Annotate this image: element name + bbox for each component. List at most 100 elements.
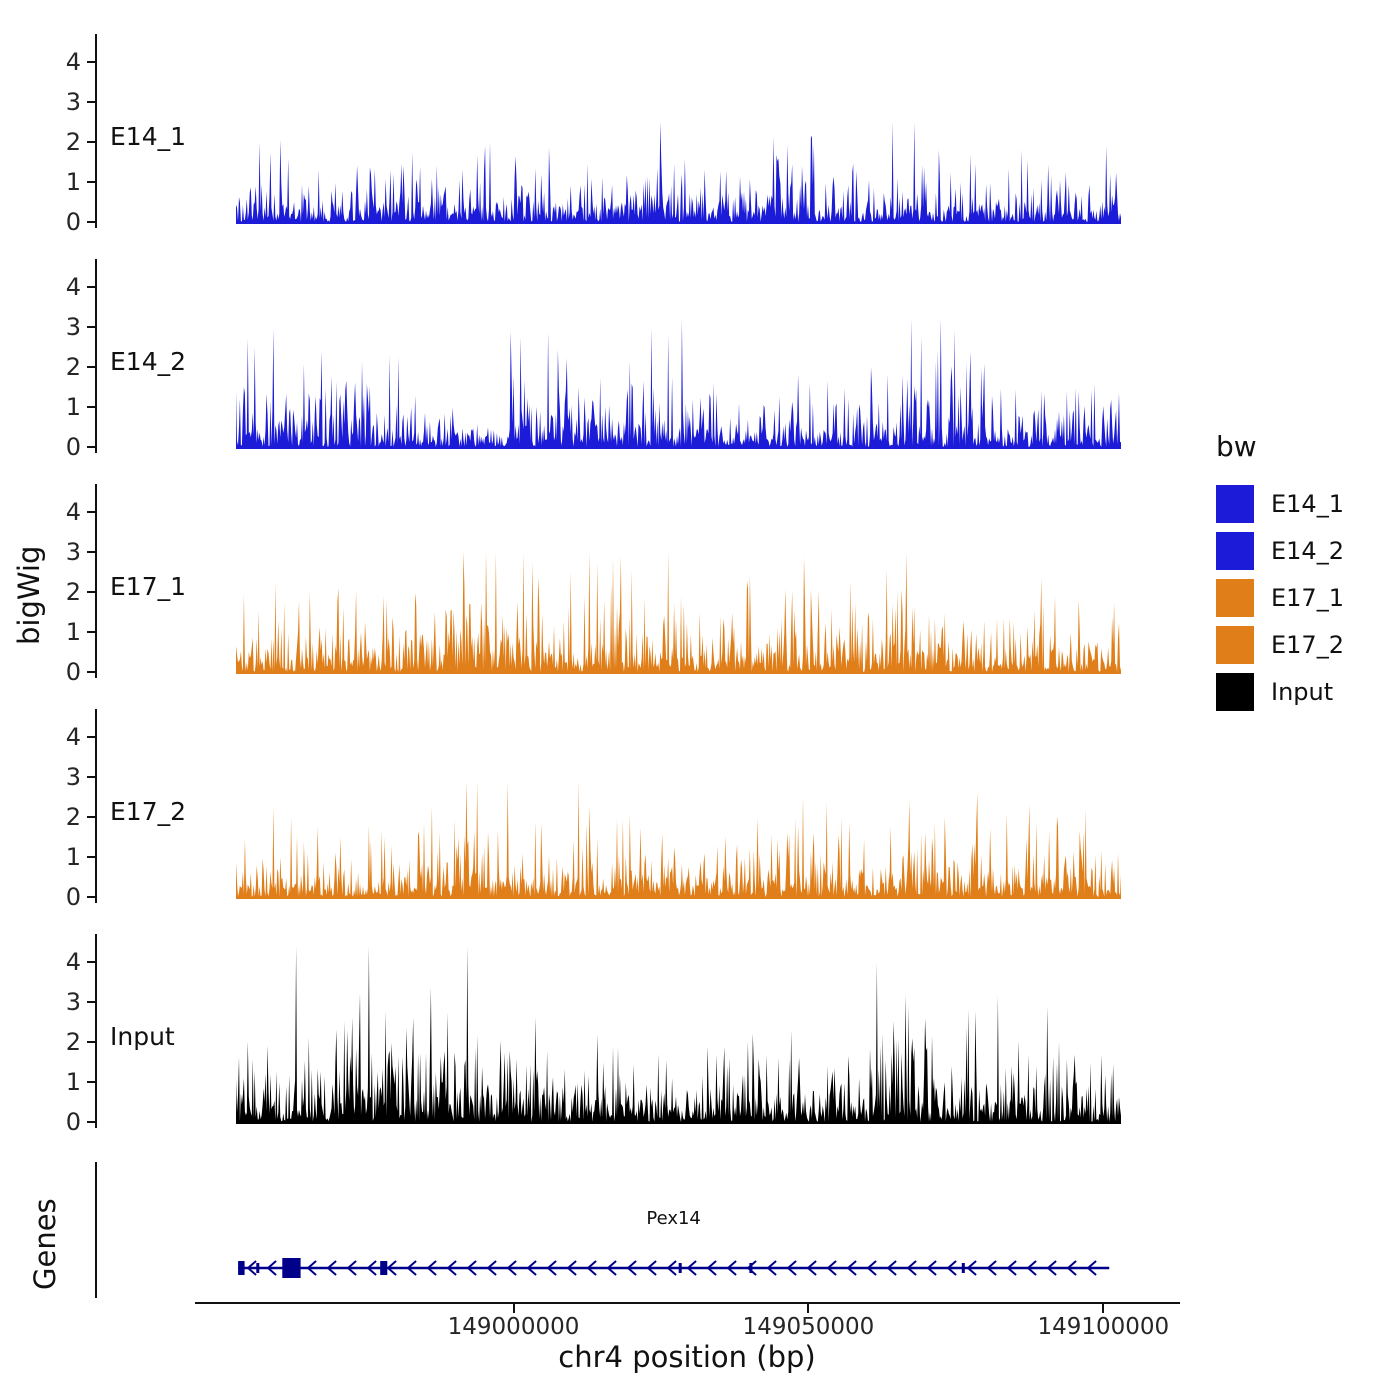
x-tick-label: 149050000 [742, 1314, 875, 1340]
exon-box [380, 1261, 388, 1275]
y-tick-mark [87, 61, 95, 63]
y-axis-line [95, 709, 97, 903]
y-tick-label: 2 [65, 578, 81, 606]
legend-label: E14_2 [1271, 537, 1344, 565]
exon-box [238, 1261, 245, 1275]
strand-arrow-icon [386, 1260, 397, 1276]
strand-arrow-icon [1026, 1260, 1037, 1276]
y-tick-mark [87, 631, 95, 633]
exon-box [749, 1263, 753, 1273]
y-tick-mark [87, 776, 95, 778]
strand-arrow-icon [266, 1260, 277, 1276]
y-tick-mark [87, 961, 95, 963]
track-panel-e14_1: 0 1 2 3 4 E14_1 [0, 30, 1200, 235]
strand-arrow-icon [246, 1260, 257, 1276]
x-tick-mark [807, 1304, 810, 1313]
x-tick-label: 149000000 [447, 1314, 580, 1340]
track-panel-e17_1: 0 1 2 3 4 E17_1 [0, 480, 1200, 685]
strand-arrow-icon [886, 1260, 897, 1276]
y-tick-label: 1 [65, 618, 81, 646]
y-tick-mark [87, 366, 95, 368]
y-tick-mark [87, 1001, 95, 1003]
y-tick-mark [87, 896, 95, 898]
legend-label: E17_1 [1271, 584, 1344, 612]
strand-arrow-icon [406, 1260, 417, 1276]
strand-arrow-icon [1086, 1260, 1097, 1276]
x-tick-label: 149100000 [1037, 1314, 1170, 1340]
y-tick-mark [87, 736, 95, 738]
legend-title: bw [1216, 430, 1257, 463]
legend: bw E14_1 E14_2 E17_1 E17_2 Input [1216, 430, 1344, 720]
y-tick-mark [87, 1121, 95, 1123]
gene-name-label: Pex14 [646, 1208, 701, 1229]
strand-arrow-icon [526, 1260, 537, 1276]
y-tick-mark [87, 591, 95, 593]
y-tick-label: 1 [65, 1068, 81, 1096]
y-tick-mark [87, 141, 95, 143]
signal-area-e17_1 [236, 552, 1122, 674]
x-axis-title: chr4 position (bp) [558, 1340, 816, 1374]
y-tick-mark [87, 286, 95, 288]
strand-arrow-icon [686, 1260, 697, 1276]
strand-arrow-icon [766, 1260, 777, 1276]
y-tick-label: 1 [65, 168, 81, 196]
y-axis-line [95, 34, 97, 228]
x-tick-mark [512, 1304, 515, 1313]
y-tick-label: 4 [65, 48, 81, 76]
y-axis-line [95, 484, 97, 678]
signal-area-e17_2 [236, 781, 1122, 899]
strand-arrow-icon [1046, 1260, 1057, 1276]
y-tick-label: 4 [65, 498, 81, 526]
y-axis-line [95, 934, 97, 1128]
legend-swatch [1216, 579, 1254, 617]
strand-arrow-icon [786, 1260, 797, 1276]
gene-model [238, 1258, 1110, 1278]
y-tick-label: 3 [65, 88, 81, 116]
legend-item-e14_1: E14_1 [1216, 485, 1344, 523]
legend-swatch [1216, 673, 1254, 711]
strand-arrow-icon [446, 1260, 457, 1276]
strand-arrow-icon [866, 1260, 877, 1276]
strand-arrow-icon [366, 1260, 377, 1276]
track-label: E17_1 [110, 572, 187, 601]
strand-arrow-icon [326, 1260, 337, 1276]
strand-arrow-icon [906, 1260, 917, 1276]
track-panel-e14_2: 0 1 2 3 4 E14_2 [0, 255, 1200, 460]
strand-arrow-icon [706, 1260, 717, 1276]
y-tick-mark [87, 551, 95, 553]
strand-arrow-icon [506, 1260, 517, 1276]
y-tick-label: 3 [65, 313, 81, 341]
y-tick-label: 3 [65, 763, 81, 791]
coverage-polygon [236, 122, 1122, 224]
strand-arrow-icon [826, 1260, 837, 1276]
strand-arrow-icon [1006, 1260, 1017, 1276]
exon-box [678, 1263, 682, 1273]
genes-axis-title: Genes [28, 1198, 62, 1290]
legend-swatch [1216, 485, 1254, 523]
y-tick-label: 2 [65, 1028, 81, 1056]
strand-arrow-icon [566, 1260, 577, 1276]
y-tick-mark [87, 1041, 95, 1043]
strand-arrow-icon [586, 1260, 597, 1276]
coverage-polygon [236, 946, 1122, 1124]
legend-item-input: Input [1216, 673, 1344, 711]
strand-arrow-icon [1066, 1260, 1077, 1276]
y-tick-mark [87, 856, 95, 858]
strand-arrow-icon [346, 1260, 357, 1276]
strand-arrow-icon [646, 1260, 657, 1276]
y-tick-label: 4 [65, 723, 81, 751]
legend-item-e17_2: E17_2 [1216, 626, 1344, 664]
y-tick-label: 4 [65, 948, 81, 976]
coverage-polygon [236, 552, 1122, 674]
y-tick-label: 4 [65, 273, 81, 301]
y-tick-label: 0 [65, 208, 81, 236]
legend-label: Input [1271, 678, 1334, 706]
y-tick-label: 0 [65, 658, 81, 686]
strand-arrow-icon [426, 1260, 437, 1276]
y-tick-mark [87, 671, 95, 673]
y-tick-label: 3 [65, 538, 81, 566]
strand-arrow-icon [746, 1260, 757, 1276]
track-panel-e17_2: 0 1 2 3 4 E17_2 [0, 705, 1200, 910]
signal-area-e14_2 [236, 319, 1122, 449]
strand-arrow-icon [726, 1260, 737, 1276]
